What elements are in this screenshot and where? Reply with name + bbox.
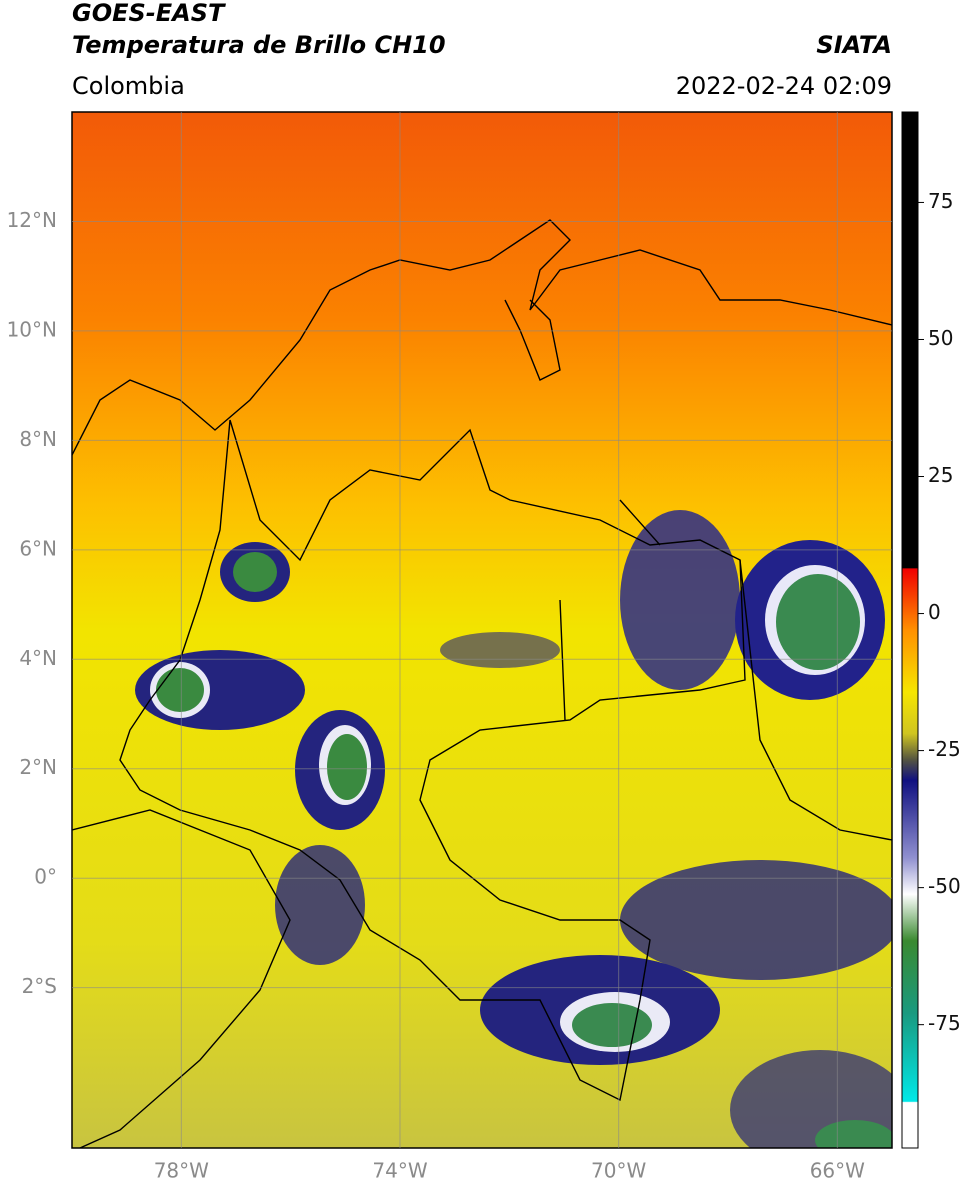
colorbar-tick-label: 75 [928, 189, 953, 213]
y-tick-label: 6°N [19, 536, 57, 560]
y-tick-label: 10°N [7, 317, 57, 341]
map [72, 112, 892, 1148]
subtitle: Temperatura de Brillo CH10 [72, 31, 446, 59]
title: GOES-EAST [72, 0, 226, 27]
region: Colombia [72, 72, 185, 100]
y-tick-label: 2°N [19, 755, 57, 779]
y-tick-label: 4°N [19, 646, 57, 670]
y-tick-label: 2°S [22, 974, 57, 998]
y-tick-label: 12°N [7, 208, 57, 232]
colorbar-tick-label: 0 [928, 600, 941, 624]
x-tick-label: 70°W [591, 1159, 646, 1183]
x-tick-label: 74°W [372, 1159, 427, 1183]
datetime: 2022-02-24 02:09 [676, 72, 892, 100]
source: SIATA [816, 31, 892, 59]
colorbar-tick-label: 50 [928, 326, 953, 350]
clouds [135, 510, 892, 1148]
colorbar-tick-label: -25 [928, 737, 961, 761]
map-frame [71, 111, 893, 1149]
colorbar-tick-label: -75 [928, 1011, 961, 1035]
y-tick-label: 0° [34, 865, 57, 889]
boundaries [72, 219, 892, 1148]
colorbar-tick-label: -50 [928, 874, 961, 898]
colorbar [901, 111, 919, 1149]
y-tick-label: 8°N [19, 427, 57, 451]
x-tick-label: 78°W [154, 1159, 209, 1183]
x-tick-label: 66°W [810, 1159, 865, 1183]
colorbar-tick-label: 25 [928, 463, 953, 487]
